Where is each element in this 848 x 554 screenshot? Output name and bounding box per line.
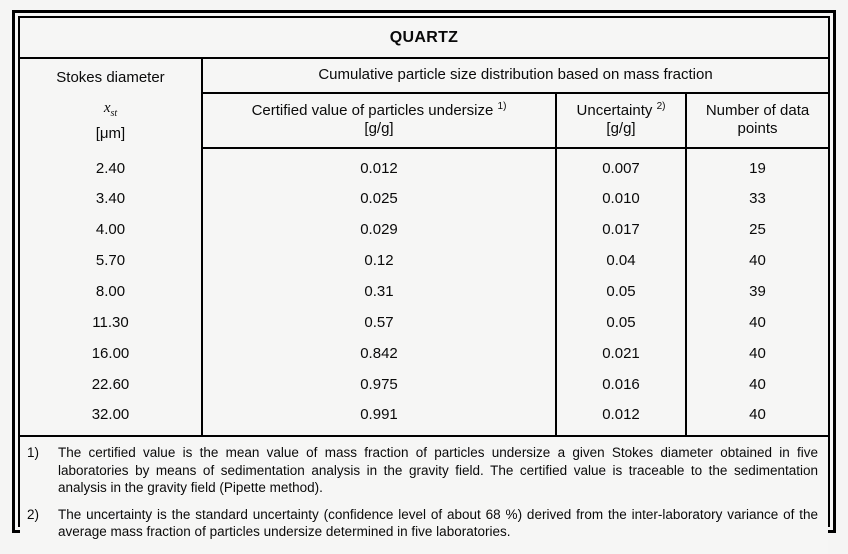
certified-value-label: Certified value of particles undersize 1… <box>207 100 551 121</box>
table-row: 16.00 0.842 0.021 40 <box>20 339 828 370</box>
cell-points: 19 <box>749 160 766 178</box>
group-header: Cumulative particle size distribution ba… <box>202 58 829 94</box>
header-row-columns: Certified value of particles undersize 1… <box>20 92 829 150</box>
cell-points: 40 <box>749 314 766 332</box>
cell-points: 40 <box>749 345 766 363</box>
cell-points: 40 <box>749 405 766 423</box>
uncertainty-unit: [g/g] <box>606 120 636 138</box>
uncertainty-text: Uncertainty <box>576 101 653 119</box>
table-row: 32.00 0.991 0.012 40 <box>20 401 828 436</box>
certified-value-text: Certified value of particles undersize <box>251 101 494 119</box>
cell-points: 33 <box>749 190 766 208</box>
cell-points: 40 <box>749 376 766 394</box>
uncertainty-header: Uncertainty 2) [g/g] <box>556 92 687 150</box>
quartz-data-table: QUARTZ Stokes diameter xst [μm] Cumulati… <box>20 18 829 554</box>
footnote-2: 2) The uncertainty is the standard uncer… <box>25 506 818 541</box>
footnote-1-text: The certified value is the mean value of… <box>58 445 819 496</box>
cell-diameter: 11.30 <box>20 308 203 339</box>
cell-uncertainty: 0.007 <box>556 148 687 184</box>
table-inner-frame: QUARTZ Stokes diameter xst [μm] Cumulati… <box>18 16 830 554</box>
table-row: 2.40 0.012 0.007 19 <box>20 148 828 184</box>
certified-value-unit: [g/g] <box>364 120 394 138</box>
table-row: 5.70 0.12 0.04 40 <box>20 246 828 277</box>
table-row: 4.00 0.029 0.017 25 <box>20 215 828 246</box>
cell-certified: 0.57 <box>202 308 557 339</box>
data-points-label: Number of data points <box>705 101 810 138</box>
footnote-2-text: The uncertainty is the standard uncertai… <box>58 506 819 540</box>
cell-points: 40 <box>749 252 766 270</box>
cell-diameter: 4.00 <box>20 215 203 246</box>
data-points-header: Number of data points <box>686 92 829 150</box>
cell-uncertainty: 0.010 <box>556 184 687 215</box>
cell-diameter: 3.40 <box>20 184 203 215</box>
cell-diameter: 5.70 <box>20 246 203 277</box>
footnote-1-marker: 1) <box>27 445 40 460</box>
cell-points: 25 <box>749 221 766 239</box>
table-row: 11.30 0.57 0.05 40 <box>20 308 828 339</box>
cell-diameter: 22.60 <box>20 370 203 401</box>
cell-certified: 0.012 <box>202 148 557 184</box>
certified-value-header: Certified value of particles undersize 1… <box>202 92 557 150</box>
cell-certified: 0.025 <box>202 184 557 215</box>
cell-diameter: 8.00 <box>20 277 203 308</box>
stokes-symbol: xst <box>22 99 199 121</box>
table-outer-frame: QUARTZ Stokes diameter xst [μm] Cumulati… <box>12 10 836 554</box>
cell-uncertainty: 0.05 <box>556 277 687 308</box>
stokes-diameter-header: Stokes diameter xst [μm] <box>20 58 203 148</box>
cell-diameter: 2.40 <box>20 148 203 184</box>
footnote-1: 1) The certified value is the mean value… <box>25 444 818 497</box>
cell-points: 39 <box>749 283 766 301</box>
footnotes-area: 1) The certified value is the mean value… <box>20 435 829 554</box>
cell-uncertainty: 0.05 <box>556 308 687 339</box>
title-row: QUARTZ <box>20 18 829 59</box>
footnote-ref-2: 2) <box>656 100 666 112</box>
cell-uncertainty: 0.021 <box>556 339 687 370</box>
cell-uncertainty: 0.017 <box>556 215 687 246</box>
table-row: 3.40 0.025 0.010 33 <box>20 184 828 215</box>
cell-certified: 0.029 <box>202 215 557 246</box>
stokes-symbol-x: x <box>103 99 111 116</box>
cell-uncertainty: 0.012 <box>556 401 687 436</box>
header-row-group: Stokes diameter xst [μm] Cumulative part… <box>20 58 829 148</box>
cell-diameter: 32.00 <box>20 401 203 436</box>
cell-certified: 0.842 <box>202 339 557 370</box>
cell-certified: 0.12 <box>202 246 557 277</box>
footnote-ref-1: 1) <box>497 100 507 112</box>
table-row: 8.00 0.31 0.05 39 <box>20 277 828 308</box>
stokes-symbol-subscript: st <box>110 107 118 119</box>
cell-uncertainty: 0.04 <box>556 246 687 277</box>
cell-certified: 0.991 <box>202 401 557 436</box>
footnote-2-marker: 2) <box>27 506 40 522</box>
footnotes-row: 1) The certified value is the mean value… <box>20 435 829 554</box>
table-row: 22.60 0.975 0.016 40 <box>20 370 828 401</box>
page-title: QUARTZ <box>20 18 829 59</box>
stokes-unit-label: [μm] <box>95 125 126 143</box>
cell-uncertainty: 0.016 <box>556 370 687 401</box>
uncertainty-label: Uncertainty 2) <box>561 100 681 121</box>
cell-certified: 0.31 <box>202 277 557 308</box>
stokes-diameter-label: Stokes diameter <box>56 69 165 86</box>
cell-certified: 0.975 <box>202 370 557 401</box>
cell-diameter: 16.00 <box>20 339 203 370</box>
